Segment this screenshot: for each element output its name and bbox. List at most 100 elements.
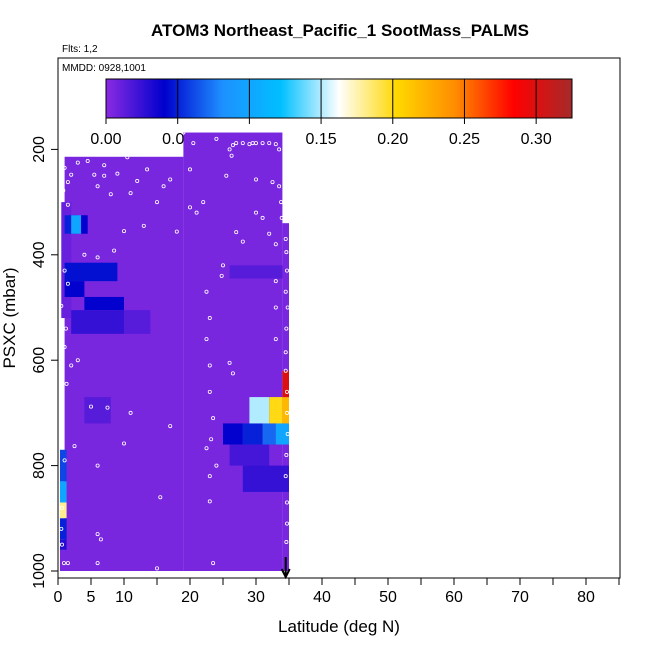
heatmap-cell <box>59 481 67 503</box>
chart-title: ATOM3 Northeast_Pacific_1 SootMass_PALMS <box>151 21 529 40</box>
colorbar: 0.000.050.100.150.200.250.30 <box>90 78 573 148</box>
observation-point <box>283 236 288 241</box>
observation-point <box>128 410 133 415</box>
observation-point <box>62 345 67 350</box>
observation-point <box>207 474 212 479</box>
heatmap-cell <box>59 549 67 571</box>
observation-point <box>260 215 265 220</box>
date-note: MMDD: 0928,1001 <box>62 63 146 74</box>
observation-point <box>59 395 64 400</box>
flights-note: Flts: 1,2 <box>62 44 98 55</box>
observation-point <box>224 173 229 178</box>
observation-point <box>158 495 163 500</box>
observation-point <box>204 289 209 294</box>
observation-point <box>285 431 290 436</box>
heatmap-cell <box>262 423 276 445</box>
observation-point <box>59 303 64 308</box>
heatmap-layer <box>59 132 289 571</box>
observation-point <box>204 337 209 342</box>
heatmap-cell <box>59 449 67 482</box>
heatmap-cell <box>84 397 111 424</box>
observation-point <box>284 453 289 458</box>
observation-point <box>207 363 212 368</box>
observation-point <box>284 250 289 255</box>
observation-point <box>207 389 212 394</box>
observation-point <box>59 442 64 447</box>
observation-point <box>253 177 258 182</box>
heatmap-cell <box>61 202 72 319</box>
observation-point <box>267 141 272 146</box>
observation-point <box>240 239 245 244</box>
observation-point <box>211 561 216 566</box>
x-tick-label: 10 <box>115 589 133 606</box>
colorbar-gradient <box>105 78 573 119</box>
observation-point <box>187 205 192 210</box>
observation-point <box>234 230 239 235</box>
observation-point <box>230 371 235 376</box>
observation-point <box>154 200 159 205</box>
observation-point <box>220 263 225 268</box>
heatmap-cell <box>242 423 263 445</box>
observation-point <box>95 532 100 537</box>
observation-point <box>105 405 110 410</box>
observation-point <box>65 180 70 185</box>
observation-point <box>285 521 290 526</box>
observation-point <box>283 289 288 294</box>
heatmap-cell <box>282 397 289 424</box>
observation-point <box>75 358 80 363</box>
observation-point <box>69 363 74 368</box>
heatmap-cell <box>269 397 283 424</box>
colorbar-tick-label: 0.15 <box>306 131 337 148</box>
observation-point <box>230 143 235 148</box>
heatmap-cell <box>64 281 85 297</box>
observation-point <box>283 350 288 355</box>
heatmap-cell <box>249 397 270 424</box>
observation-point <box>98 537 103 542</box>
observation-point <box>95 184 100 189</box>
observation-point <box>247 142 252 147</box>
observation-point <box>285 389 290 394</box>
observation-point <box>260 141 265 146</box>
observation-point <box>95 255 100 260</box>
observation-point <box>95 463 100 468</box>
y-tick-label: 400 <box>31 241 48 268</box>
heatmap-cell <box>81 215 88 234</box>
heatmap-cell <box>71 215 82 234</box>
observation-point <box>82 252 87 257</box>
heatmap-cell <box>229 444 270 466</box>
observation-point <box>122 441 127 446</box>
observation-point <box>214 136 219 141</box>
plot-frame <box>57 57 621 579</box>
observation-point <box>135 179 140 184</box>
observation-point <box>122 229 127 234</box>
observation-point <box>154 566 159 571</box>
observation-point <box>270 180 275 185</box>
heatmap-cell <box>242 465 289 492</box>
observation-point <box>279 200 284 205</box>
y-tick-label: 800 <box>31 452 48 479</box>
y-tick-label: 1000 <box>31 553 48 589</box>
colorbar-tick-label: 0.25 <box>449 131 480 148</box>
observation-point <box>267 231 272 236</box>
heatmap-domain-cell <box>183 132 283 571</box>
observation-point <box>62 165 67 170</box>
observation-point <box>181 130 186 135</box>
observation-point <box>191 141 196 146</box>
observation-point <box>92 172 97 177</box>
observation-point <box>102 173 107 178</box>
arrow-head <box>280 568 291 580</box>
heatmap-cell <box>282 370 289 398</box>
latitude-arrow <box>280 557 291 580</box>
observation-point <box>211 416 216 421</box>
observation-point <box>204 446 209 451</box>
x-axis-label: Latitude (deg N) <box>278 617 400 636</box>
observation-point <box>273 142 278 147</box>
heatmap-cell <box>84 296 124 311</box>
observation-point <box>285 410 290 415</box>
heatmap-cell <box>71 310 124 334</box>
x-tick-label: 70 <box>511 589 529 606</box>
x-axis: 0 5 10 20 30 40 50 60 70 80 <box>54 578 620 606</box>
heatmap-cell <box>59 502 67 519</box>
colorbar-tick-label: 0.00 <box>90 131 121 148</box>
observation-point <box>229 153 234 158</box>
